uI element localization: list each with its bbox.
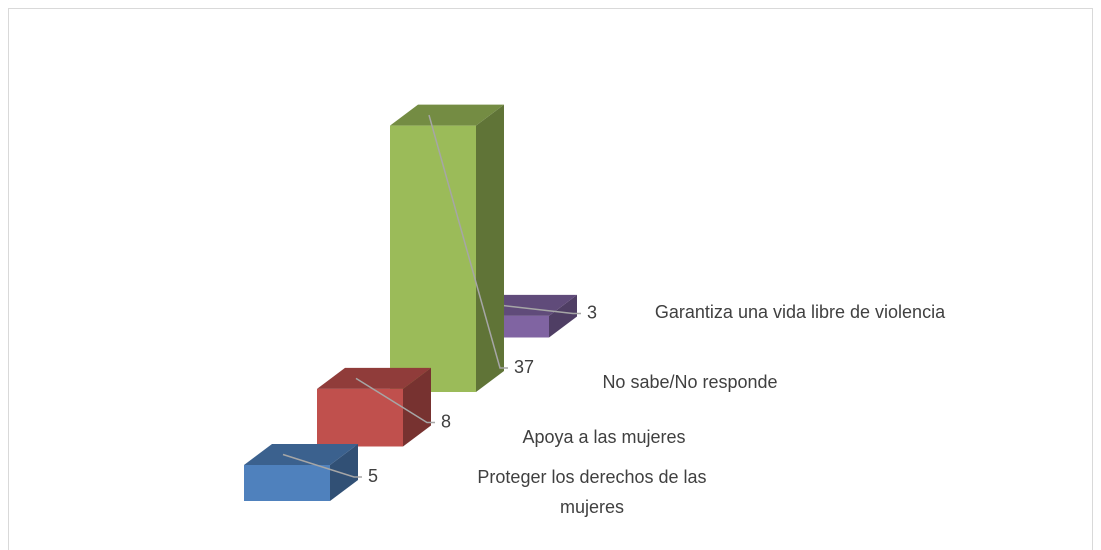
leader-line — [355, 377, 435, 424]
bar-top — [317, 367, 431, 389]
bar-front — [390, 125, 476, 392]
leader-line — [282, 453, 362, 478]
leader-line — [428, 114, 508, 369]
bar-side — [403, 367, 431, 447]
frame — [8, 8, 1093, 550]
bar-side — [330, 444, 358, 501]
bar-top — [390, 104, 504, 126]
data-label: 8 — [441, 411, 451, 431]
bar-front — [317, 388, 403, 447]
category-label: Proteger los derechos de las mujeres — [477, 467, 707, 517]
category-label: Apoya a las mujeres — [522, 427, 686, 447]
category-label: Garantiza una vida libre de violencia — [654, 302, 946, 322]
bar-top — [244, 444, 358, 465]
bar-side — [549, 294, 577, 338]
data-label: 3 — [587, 302, 597, 322]
bar-side — [476, 104, 504, 392]
data-label: 37 — [514, 357, 534, 377]
bar — [317, 367, 431, 447]
data-label: 5 — [368, 466, 378, 486]
bar — [390, 104, 504, 392]
leader-line — [501, 304, 581, 315]
category-label: No sabe/No responde — [602, 372, 778, 392]
bar-front — [244, 465, 330, 501]
bar — [244, 444, 358, 501]
